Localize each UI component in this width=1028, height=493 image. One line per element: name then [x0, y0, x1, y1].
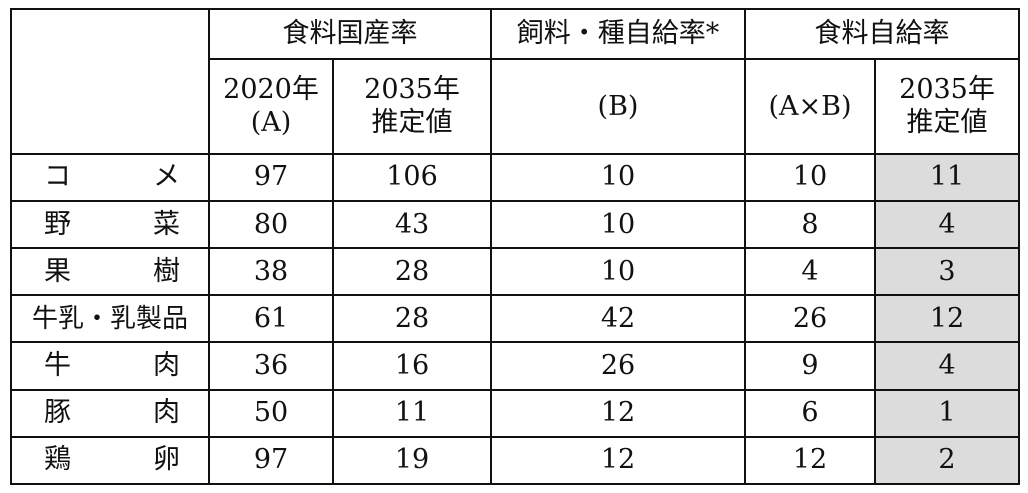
row-label-char: 樹 — [153, 255, 180, 287]
table-row: 牛肉 36 16 26 9 4 — [10, 341, 1020, 391]
cell-b: 12 — [490, 388, 746, 438]
cell-a2035: 28 — [332, 246, 492, 297]
self-sufficiency-table: 食料国産率 飼料・種自給率* 食料自給率 2020年 (A) 2035年 推定値… — [10, 7, 1020, 486]
table-row: 豚肉 50 11 12 6 1 — [10, 388, 1020, 438]
table-row: 果樹 38 28 10 4 3 — [10, 246, 1020, 297]
cell-a2020: 97 — [208, 152, 334, 202]
row-label: コメ — [10, 152, 210, 202]
cell-axb: 26 — [744, 294, 876, 344]
cell-a2020: 80 — [208, 199, 334, 249]
row-label: 鶏卵 — [10, 435, 210, 486]
row-label-char: 野 — [44, 208, 71, 240]
cell-a2035: 19 — [332, 435, 492, 486]
cell-b: 10 — [490, 246, 746, 297]
row-label-char: 菜 — [153, 208, 180, 240]
table-row: コメ 97 106 10 10 11 — [10, 152, 1020, 202]
header-2035-domestic: 2035年 推定値 — [332, 58, 492, 155]
cell-s2035: 12 — [874, 294, 1020, 344]
cell-a2035: 106 — [332, 152, 492, 202]
row-label: 豚肉 — [10, 388, 210, 438]
cell-axb: 4 — [744, 246, 876, 297]
cell-b: 12 — [490, 435, 746, 486]
header-2035-self-year: 2035年 — [899, 73, 995, 105]
header-axb: (A×B) — [744, 58, 876, 155]
row-label-char: メ — [153, 161, 180, 193]
row-label-char: コ — [44, 161, 71, 193]
cell-b: 10 — [490, 152, 746, 202]
header-2020-year: 2020年 — [223, 73, 319, 105]
header-b: (B) — [490, 58, 746, 155]
cell-b: 42 — [490, 294, 746, 344]
row-label-char: 果 — [44, 255, 71, 287]
cell-a2020: 61 — [208, 294, 334, 344]
row-label-char: 牛 — [44, 350, 71, 382]
cell-a2020: 97 — [208, 435, 334, 486]
row-label: 牛乳・乳製品 — [10, 294, 210, 344]
cell-s2035: 3 — [874, 246, 1020, 297]
cell-b: 10 — [490, 199, 746, 249]
header-row-1: 食料国産率 飼料・種自給率* 食料自給率 — [10, 7, 1020, 155]
header-2020: 2020年 (A) — [208, 58, 334, 155]
row-label-char: 肉 — [153, 397, 180, 429]
header-2035-domestic-est: 推定値 — [371, 107, 453, 139]
header-row-2: 2020年 (A) 2035年 推定値 (B) (A×B) 2035年 推定値 — [11, 58, 1020, 155]
cell-a2035: 16 — [332, 341, 492, 391]
row-label-char: 肉 — [153, 350, 180, 382]
cell-axb: 9 — [744, 341, 876, 391]
header-2020-label: (A) — [250, 107, 292, 139]
header-feed-seed: 飼料・種自給率* — [490, 7, 746, 61]
table-row: 牛乳・乳製品 61 28 42 26 12 — [10, 294, 1020, 344]
corner-cell — [10, 8, 210, 155]
row-label: 牛肉 — [10, 341, 210, 391]
cell-s2035: 11 — [874, 152, 1020, 202]
cell-a2035: 11 — [332, 388, 492, 438]
cell-s2035: 2 — [874, 435, 1020, 486]
cell-b: 26 — [490, 341, 746, 391]
row-label: 果樹 — [10, 246, 210, 297]
row-label-char: 卵 — [153, 444, 180, 476]
header-food-domestic: 食料国産率 — [208, 7, 492, 61]
table-row: 鶏卵 97 19 12 12 2 — [10, 435, 1020, 486]
cell-axb: 6 — [744, 388, 876, 438]
cell-a2020: 50 — [208, 388, 334, 438]
cell-s2035: 1 — [874, 388, 1020, 438]
cell-a2020: 36 — [208, 341, 334, 391]
cell-axb: 10 — [744, 152, 876, 202]
cell-s2035: 4 — [874, 199, 1020, 249]
header-2035-self-est: 推定値 — [906, 107, 988, 139]
cell-axb: 8 — [744, 199, 876, 249]
cell-a2035: 43 — [332, 199, 492, 249]
row-label-text: 牛乳・乳製品 — [31, 303, 188, 334]
cell-a2035: 28 — [332, 294, 492, 344]
row-label: 野菜 — [10, 199, 210, 249]
row-label-char: 豚 — [44, 397, 71, 429]
cell-s2035: 4 — [874, 341, 1020, 391]
row-label-char: 鶏 — [44, 444, 71, 476]
header-2035-domestic-year: 2035年 — [364, 73, 460, 105]
header-food-self: 食料自給率 — [744, 7, 1020, 61]
table-row: 野菜 80 43 10 8 4 — [10, 199, 1020, 249]
cell-axb: 12 — [744, 435, 876, 486]
cell-a2020: 38 — [208, 246, 334, 297]
header-2035-self: 2035年 推定値 — [874, 58, 1020, 155]
